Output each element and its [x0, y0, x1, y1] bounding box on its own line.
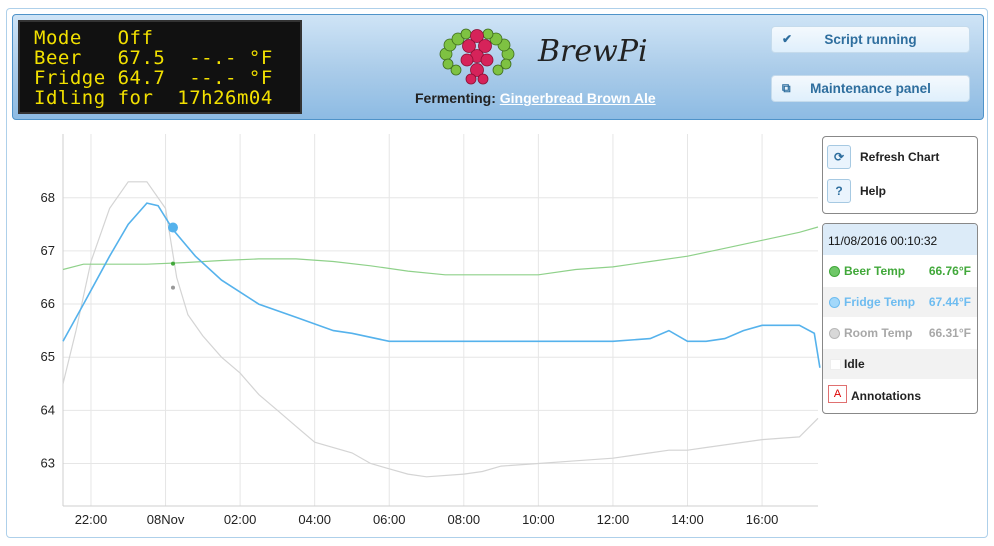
lcd-line-fridge: Fridge 64.7 --.- °F — [34, 67, 273, 89]
y-tick-label: 63 — [41, 455, 55, 470]
y-tick-label: 64 — [41, 402, 55, 417]
fermenting-label: Fermenting: — [415, 90, 496, 106]
refresh-chart-label: Refresh Chart — [860, 150, 940, 164]
state-color-box — [830, 359, 841, 370]
chart-legend-panel: 11/08/2016 00:10:32 Beer Temp 66.76°F Fr… — [822, 223, 978, 414]
x-tick-label: 14:00 — [671, 512, 704, 527]
check-icon: ✔ — [782, 32, 793, 46]
maintenance-panel-button[interactable]: ⧉ Maintenance panel — [771, 75, 970, 102]
hover-marker-fridge-temp — [167, 222, 178, 233]
legend-row-beer-temp[interactable]: Beer Temp 66.76°F — [823, 256, 977, 286]
raspberry-logo-icon — [439, 28, 515, 85]
legend-row-fridge-temp[interactable]: Fridge Temp 67.44°F — [823, 287, 977, 317]
temperature-chart[interactable]: 22:00 08Nov 02:00 04:00 06:00 08:00 10:00 12:00… — [8, 124, 822, 534]
refresh-chart-button[interactable]: ⟳ Refresh Chart — [827, 145, 939, 169]
y-tick-label: 66 — [41, 296, 55, 311]
legend-timestamp: 11/08/2016 00:10:32 — [823, 224, 977, 255]
legend-annotations-label: Annotations — [851, 389, 921, 403]
refresh-icon: ⟳ — [827, 145, 851, 169]
legend-value-room: 66.31°F — [928, 326, 971, 340]
plot-area — [63, 134, 818, 506]
legend-value-fridge: 67.44°F — [928, 295, 971, 309]
lcd-line-status: Idling for 17h26m04 — [34, 87, 273, 109]
legend-state-label: Idle — [844, 357, 865, 371]
script-status-button[interactable]: ✔ Script running — [771, 26, 970, 53]
legend-label-beer: Beer Temp — [844, 264, 906, 278]
x-tick-label: 02:00 — [224, 512, 257, 527]
x-tick-label: 22:00 — [75, 512, 108, 527]
annotations-icon: A — [828, 385, 847, 403]
lcd-line-mode: Mode Off — [34, 27, 154, 49]
fermenting-line: Fermenting: Gingerbread Brown Ale — [415, 90, 656, 106]
legend-value-beer: 66.76°F — [928, 264, 971, 278]
x-tick-label: 12:00 — [597, 512, 630, 527]
maintenance-panel-label: Maintenance panel — [810, 81, 931, 96]
help-button[interactable]: ? Help — [827, 179, 886, 203]
series-line-fridge-temp — [62, 202, 821, 368]
legend-label-room: Room Temp — [844, 326, 913, 340]
brewpi-logo-text: BrewPi — [538, 34, 648, 69]
x-tick-label: 10:00 — [522, 512, 555, 527]
legend-dot-beer — [829, 266, 840, 277]
hover-marker-room-temp — [170, 285, 175, 290]
x-tick-label: 08Nov — [147, 512, 185, 527]
new-window-icon: ⧉ — [782, 81, 791, 95]
y-tick-label: 68 — [41, 190, 55, 205]
y-tick-label: 67 — [41, 243, 55, 258]
legend-row-annotations[interactable]: A Annotations — [823, 382, 977, 412]
help-label: Help — [860, 184, 887, 198]
lcd-line-beer: Beer 67.5 --.- °F — [34, 47, 273, 69]
legend-dot-fridge — [829, 297, 840, 308]
legend-dot-room — [829, 328, 840, 339]
script-status-label: Script running — [824, 32, 917, 47]
legend-row-room-temp[interactable]: Room Temp 66.31°F — [823, 318, 977, 348]
x-tick-label: 08:00 — [448, 512, 481, 527]
x-tick-label: 06:00 — [373, 512, 406, 527]
y-tick-label: 65 — [41, 349, 55, 364]
series-line-room-temp — [62, 181, 819, 478]
lcd-display: Mode Off Beer 67.5 --.- °F Fridge 64.7 -… — [18, 20, 302, 114]
legend-label-fridge: Fridge Temp — [844, 295, 916, 309]
help-icon: ? — [827, 179, 851, 203]
legend-row-state: Idle — [823, 349, 977, 379]
x-tick-label: 04:00 — [298, 512, 331, 527]
beer-name-link[interactable]: Gingerbread Brown Ale — [499, 90, 656, 106]
x-tick-label: 16:00 — [746, 512, 779, 527]
hover-marker-beer-temp — [170, 261, 175, 266]
